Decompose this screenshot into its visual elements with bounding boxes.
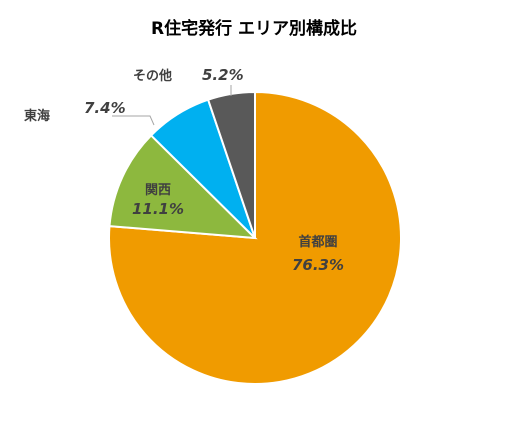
chart-title: R住宅発行 エリア別構成比 [151,18,357,39]
slice-label-sonota: その他 [133,68,172,84]
slice-label-kansai: 関西 [145,183,171,198]
pie-slices [108,90,403,385]
data-labels: 首都圏 76.3% 関西 11.1% 東海 7.4% その他 5.2% [24,66,344,274]
leader-lines [112,85,232,126]
slice-value-shutoken: 76.3% [292,256,344,274]
leader-line-tokai [112,115,155,126]
slice-label-tokai: 東海 [24,108,50,124]
slice-label-shutoken: 首都圏 [298,234,337,250]
slice-value-sonota: 5.2% [202,66,244,84]
slice-value-tokai: 7.4% [84,99,126,117]
slice-kansai [108,133,258,240]
slice-value-kansai: 11.1% [132,200,184,218]
